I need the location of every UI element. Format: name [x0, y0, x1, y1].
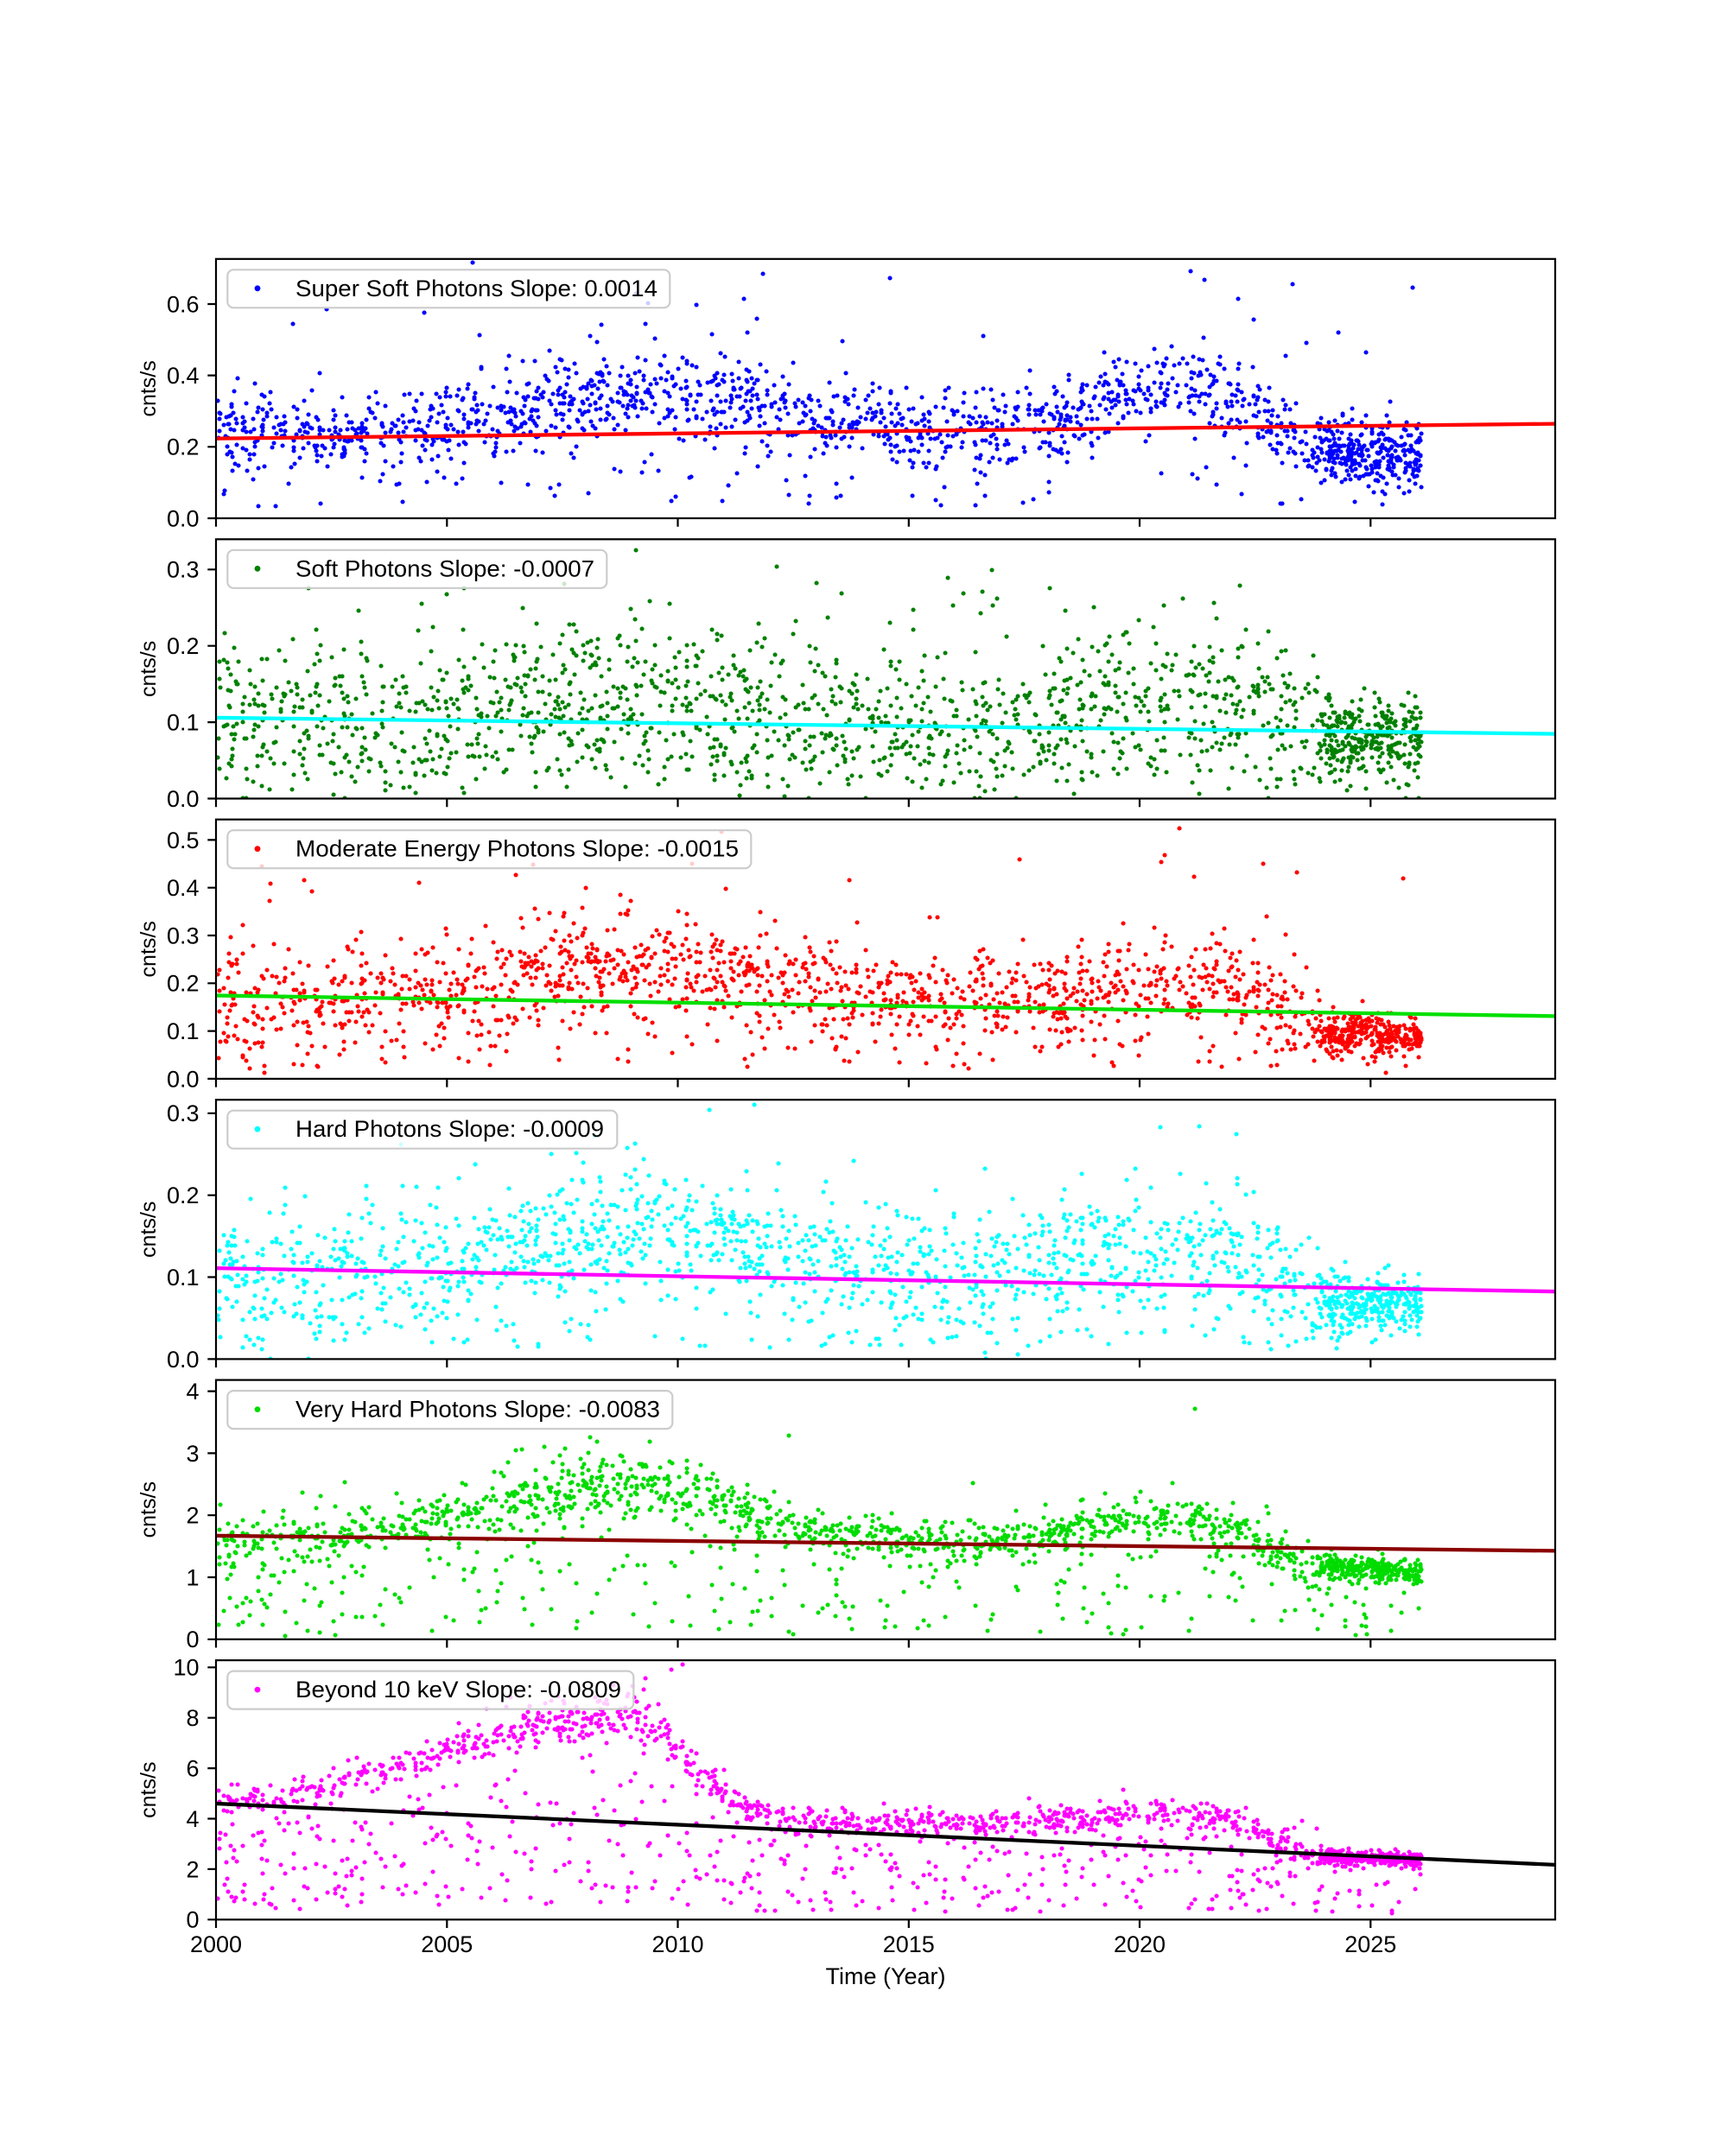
- svg-text:10: 10: [173, 1655, 199, 1681]
- svg-text:4: 4: [186, 1806, 199, 1832]
- svg-text:0.1: 0.1: [167, 1018, 200, 1044]
- svg-text:1: 1: [186, 1564, 199, 1590]
- svg-text:0.6: 0.6: [167, 291, 200, 317]
- svg-text:Very Hard Photons Slope: -0.00: Very Hard Photons Slope: -0.0083: [295, 1397, 660, 1423]
- svg-text:0.0: 0.0: [167, 1347, 200, 1373]
- svg-text:Beyond 10 keV Slope: -0.0809: Beyond 10 keV Slope: -0.0809: [295, 1677, 621, 1703]
- svg-text:0.0: 0.0: [167, 505, 200, 531]
- svg-text:2020: 2020: [1114, 1931, 1166, 1957]
- svg-text:Hard Photons Slope: -0.0009: Hard Photons Slope: -0.0009: [295, 1116, 604, 1142]
- svg-text:2005: 2005: [421, 1931, 473, 1957]
- svg-text:2025: 2025: [1344, 1931, 1396, 1957]
- svg-text:cnts/s: cnts/s: [137, 921, 161, 977]
- svg-text:cnts/s: cnts/s: [137, 1202, 161, 1258]
- svg-text:0.2: 0.2: [167, 434, 200, 460]
- svg-text:Super Soft Photons Slope: 0.00: Super Soft Photons Slope: 0.0014: [295, 276, 658, 301]
- svg-text:cnts/s: cnts/s: [137, 360, 161, 416]
- svg-text:4: 4: [186, 1379, 199, 1405]
- svg-text:0.4: 0.4: [167, 363, 200, 389]
- svg-text:Time (Year): Time (Year): [825, 1963, 945, 1989]
- svg-text:8: 8: [186, 1705, 199, 1731]
- svg-text:0: 0: [186, 1627, 199, 1652]
- svg-text:2015: 2015: [883, 1931, 935, 1957]
- svg-text:2: 2: [186, 1503, 199, 1529]
- svg-text:2: 2: [186, 1856, 199, 1882]
- svg-text:0: 0: [186, 1907, 199, 1933]
- svg-text:0.3: 0.3: [167, 1100, 200, 1126]
- svg-text:2000: 2000: [190, 1931, 242, 1957]
- svg-text:cnts/s: cnts/s: [137, 1481, 161, 1538]
- svg-text:0.4: 0.4: [167, 875, 200, 901]
- svg-text:0.3: 0.3: [167, 557, 200, 583]
- svg-text:2010: 2010: [651, 1931, 703, 1957]
- svg-text:0.3: 0.3: [167, 923, 200, 948]
- svg-text:cnts/s: cnts/s: [137, 1762, 161, 1818]
- svg-text:3: 3: [186, 1441, 199, 1467]
- svg-text:Moderate Energy Photons Slope:: Moderate Energy Photons Slope: -0.0015: [295, 836, 739, 862]
- svg-text:Soft Photons Slope: -0.0007: Soft Photons Slope: -0.0007: [295, 555, 594, 581]
- svg-text:0.0: 0.0: [167, 1066, 200, 1092]
- svg-text:cnts/s: cnts/s: [137, 641, 161, 697]
- svg-text:0.1: 0.1: [167, 1265, 200, 1290]
- svg-text:0.2: 0.2: [167, 1183, 200, 1208]
- svg-text:0.1: 0.1: [167, 710, 200, 736]
- svg-text:0.0: 0.0: [167, 786, 200, 812]
- svg-text:0.5: 0.5: [167, 828, 200, 853]
- svg-text:0.2: 0.2: [167, 971, 200, 997]
- svg-text:6: 6: [186, 1756, 199, 1782]
- svg-text:0.2: 0.2: [167, 633, 200, 659]
